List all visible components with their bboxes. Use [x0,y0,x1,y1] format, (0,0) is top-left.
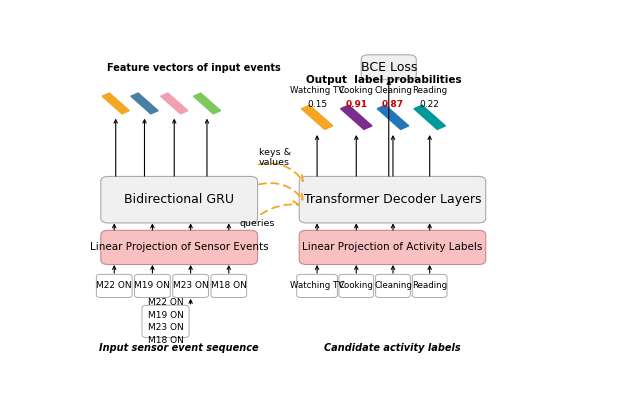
Text: Cleaning: Cleaning [374,86,412,95]
Text: Cooking: Cooking [339,86,374,95]
Text: 0.22: 0.22 [420,100,440,109]
Polygon shape [377,105,409,130]
Text: M19 ON: M19 ON [134,282,170,290]
Text: M18 ON: M18 ON [211,282,247,290]
Text: M22 ON
M19 ON
M23 ON
M18 ON: M22 ON M19 ON M23 ON M18 ON [148,298,184,345]
Text: 0.15: 0.15 [307,100,327,109]
Polygon shape [193,93,221,114]
Text: Output  label probabilities: Output label probabilities [306,75,461,85]
Polygon shape [340,105,372,130]
FancyBboxPatch shape [412,274,447,298]
FancyBboxPatch shape [142,305,189,338]
FancyBboxPatch shape [361,55,416,80]
Text: Linear Projection of Activity Labels: Linear Projection of Activity Labels [302,242,483,252]
FancyBboxPatch shape [211,274,246,298]
Polygon shape [301,105,333,130]
Text: Watching TV: Watching TV [290,282,344,290]
Text: Candidate activity labels: Candidate activity labels [324,343,461,353]
Text: 0.87: 0.87 [382,100,404,109]
Text: 0.91: 0.91 [345,100,367,109]
Text: queries: queries [240,219,275,228]
Text: keys &
values: keys & values [259,148,291,167]
Text: BCE Loss: BCE Loss [360,61,417,74]
FancyBboxPatch shape [134,274,170,298]
FancyBboxPatch shape [339,274,374,298]
Text: M22 ON: M22 ON [97,282,132,290]
Polygon shape [414,105,445,130]
Text: Linear Projection of Sensor Events: Linear Projection of Sensor Events [90,242,269,252]
FancyBboxPatch shape [376,274,410,298]
Text: Cleaning: Cleaning [374,282,412,290]
FancyBboxPatch shape [101,176,257,223]
FancyBboxPatch shape [97,274,132,298]
Text: Reading: Reading [412,86,447,95]
Polygon shape [131,93,158,114]
Text: Cooking: Cooking [339,282,374,290]
Text: Watching TV: Watching TV [290,86,344,95]
FancyBboxPatch shape [101,230,257,264]
Text: M23 ON: M23 ON [173,282,209,290]
Text: Transformer Decoder Layers: Transformer Decoder Layers [304,193,481,206]
FancyBboxPatch shape [300,176,486,223]
Text: Feature vectors of input events: Feature vectors of input events [108,63,281,73]
Text: Reading: Reading [412,282,447,290]
Polygon shape [161,93,188,114]
Polygon shape [102,93,129,114]
Text: Input sensor event sequence: Input sensor event sequence [99,343,259,353]
FancyBboxPatch shape [297,274,337,298]
FancyBboxPatch shape [300,230,486,264]
FancyBboxPatch shape [173,274,209,298]
Text: Bidirectional GRU: Bidirectional GRU [124,193,234,206]
